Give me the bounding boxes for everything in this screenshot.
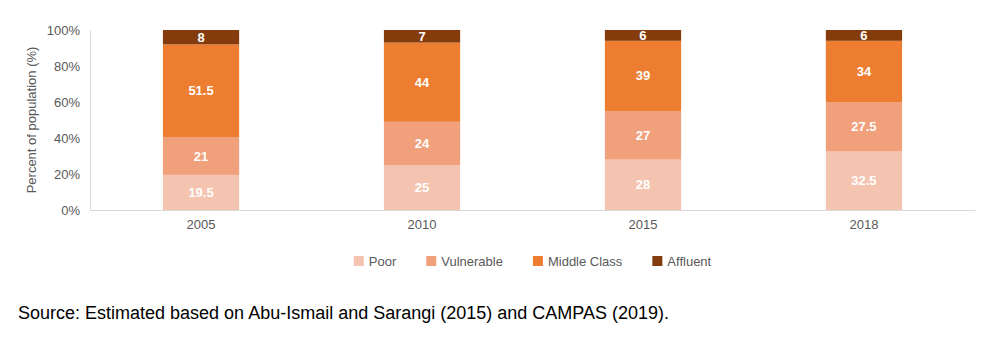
bar-segment (605, 111, 681, 160)
x-axis: 2005 2010 2015 2018 (91, 210, 976, 232)
x-tick-label: 2018 (849, 217, 878, 232)
bar-segment (384, 43, 460, 122)
bar-segment (163, 137, 239, 175)
y-tick: 80% (54, 59, 90, 74)
bar-segment (605, 160, 681, 210)
y-tick: 40% (54, 131, 90, 146)
data-label: 6 (639, 28, 646, 43)
x-tick-label: 2010 (408, 217, 437, 232)
data-labels: 19.5 25 28 32.5 21 24 27 27.5 51.5 44 39 34 8 7 6 6 (188, 28, 876, 200)
legend-item: Middle Class (533, 254, 623, 269)
bars (163, 30, 902, 210)
source-note: Source: Estimated based on Abu-Ismail an… (18, 303, 669, 323)
data-label: 32.5 (851, 173, 876, 188)
data-label: 27 (636, 128, 650, 143)
legend-item: Poor (354, 254, 397, 269)
x-tick-label: 2005 (187, 217, 216, 232)
y-axis-title: Percent of population (%) (24, 47, 39, 194)
y-tick-label: 100% (47, 23, 81, 38)
y-tick: 0% (61, 203, 90, 218)
bar-segment (163, 44, 239, 137)
data-label: 28 (636, 177, 650, 192)
bar-segment (384, 165, 460, 210)
legend: Poor Vulnerable Middle Class Affluent (354, 254, 712, 269)
data-label: 39 (636, 68, 650, 83)
bar-segment (384, 122, 460, 165)
y-tick-label: 0% (61, 203, 80, 218)
data-label: 34 (857, 64, 872, 79)
y-axis: 0% 20% 40% 60% 80% 100% (47, 23, 91, 218)
y-tick: 100% (47, 23, 90, 38)
data-label: 25 (415, 180, 429, 195)
data-label: 7 (418, 29, 425, 44)
bar-segment (163, 175, 239, 210)
bar-segment (826, 41, 902, 102)
legend-label: Affluent (667, 254, 711, 269)
legend-label: Poor (369, 254, 397, 269)
y-tick: 60% (54, 95, 90, 110)
y-tick-label: 40% (54, 131, 80, 146)
legend-swatch (426, 256, 436, 266)
bar-segment (826, 102, 902, 152)
x-tick: 2018 (849, 210, 878, 232)
legend-item: Affluent (652, 254, 711, 269)
legend-label: Middle Class (548, 254, 623, 269)
data-label: 24 (415, 136, 430, 151)
legend-swatch (533, 256, 543, 266)
data-label: 21 (194, 149, 208, 164)
y-tick-label: 60% (54, 95, 80, 110)
data-label: 44 (415, 75, 430, 90)
y-tick-label: 20% (54, 167, 80, 182)
data-label: 27.5 (851, 119, 876, 134)
x-tick: 2005 (187, 210, 216, 232)
x-axis-line (91, 210, 976, 211)
bar-segment (605, 41, 681, 111)
y-tick: 20% (54, 167, 90, 182)
legend-item: Vulnerable (426, 254, 503, 269)
x-tick-label: 2015 (629, 217, 658, 232)
legend-swatch (354, 256, 364, 266)
legend-swatch (652, 256, 662, 266)
bar-segment (163, 30, 239, 44)
data-label: 8 (197, 30, 204, 45)
legend-label: Vulnerable (441, 254, 503, 269)
y-tick-label: 80% (54, 59, 80, 74)
x-tick: 2010 (408, 210, 437, 232)
data-label: 19.5 (188, 185, 213, 200)
bar-segment (826, 152, 902, 211)
x-tick: 2015 (629, 210, 658, 232)
y-axis-line (90, 31, 91, 211)
data-label: 6 (860, 28, 867, 43)
data-label: 51.5 (188, 83, 213, 98)
